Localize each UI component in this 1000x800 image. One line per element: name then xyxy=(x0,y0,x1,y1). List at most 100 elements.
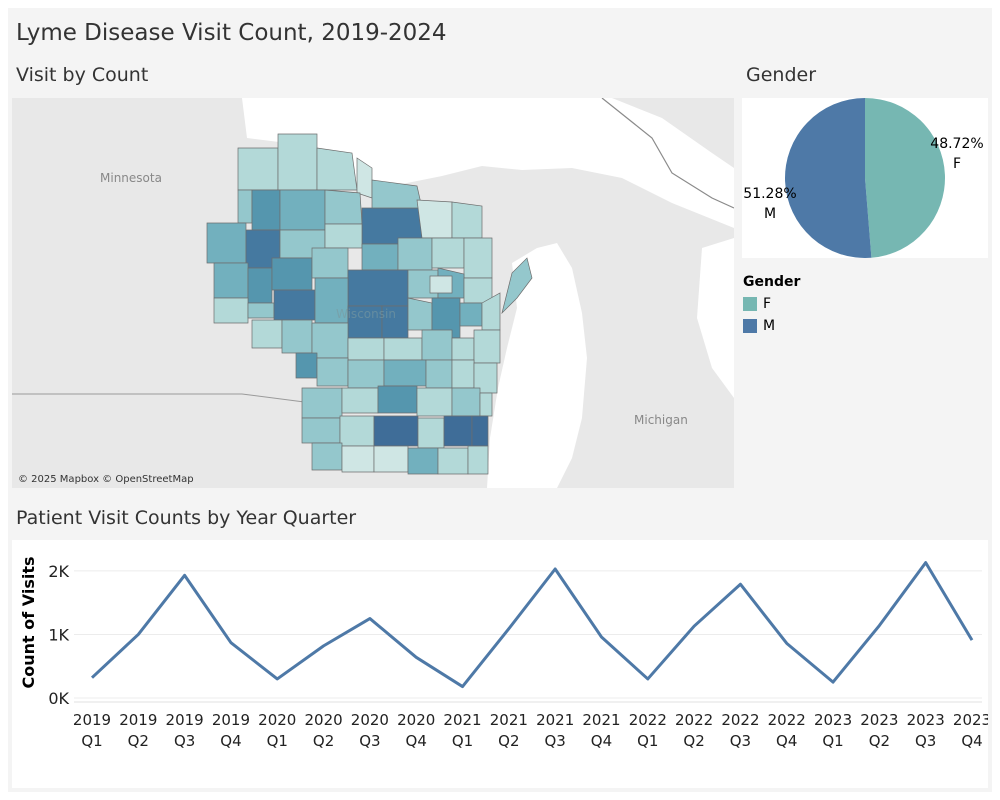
county-region[interactable] xyxy=(341,387,379,414)
county-map[interactable]: Minnesota Michigan Wisconsin © 2025 Mapb… xyxy=(12,97,735,488)
county-region[interactable] xyxy=(316,357,349,387)
county-region[interactable] xyxy=(237,189,253,224)
county-region[interactable] xyxy=(301,417,341,444)
pie-slice-f[interactable] xyxy=(865,98,946,258)
county-region[interactable] xyxy=(213,262,249,299)
county-region[interactable] xyxy=(373,415,419,447)
county-region[interactable] xyxy=(437,447,469,475)
county-region[interactable] xyxy=(339,415,375,447)
county-region[interactable] xyxy=(383,337,423,361)
county-region[interactable] xyxy=(279,189,326,231)
x-tick-label-quarter: Q3 xyxy=(174,732,195,750)
legend-item-f[interactable]: F xyxy=(743,293,800,315)
county-region[interactable] xyxy=(324,189,363,225)
county-region[interactable] xyxy=(271,257,313,291)
county-region[interactable] xyxy=(383,359,427,387)
county-region[interactable] xyxy=(311,322,349,359)
x-tick-label-year: 2022 xyxy=(629,711,667,729)
county-region[interactable] xyxy=(361,243,399,271)
county-region[interactable] xyxy=(301,387,343,419)
county-region[interactable] xyxy=(247,267,273,304)
visits-line-chart[interactable]: 0K 1K 2K Count of Visits 2019 Q1 2019 Q2 2019 Q3 2… xyxy=(12,540,991,788)
state-border-mn xyxy=(12,393,313,404)
county-region[interactable] xyxy=(473,329,501,364)
county-region[interactable] xyxy=(273,289,316,321)
county-region[interactable] xyxy=(416,199,453,239)
county-region[interactable] xyxy=(451,387,481,417)
pie-slice-m[interactable] xyxy=(785,98,872,258)
county-region[interactable] xyxy=(463,277,493,304)
county-region[interactable] xyxy=(425,359,453,389)
line-title: Patient Visit Counts by Year Quarter xyxy=(16,507,357,529)
map-panel[interactable]: Minnesota Michigan Wisconsin © 2025 Mapb… xyxy=(12,97,735,488)
county-region[interactable] xyxy=(347,359,385,389)
county-region[interactable] xyxy=(431,237,465,269)
county-region[interactable] xyxy=(451,337,475,361)
county-region[interactable] xyxy=(421,329,453,361)
county-region[interactable] xyxy=(311,247,349,279)
county-region[interactable] xyxy=(206,222,247,264)
pie-label-name-f: F xyxy=(953,156,961,172)
county-region[interactable] xyxy=(417,417,445,449)
x-tick-label-year: 2020 xyxy=(304,711,342,729)
gender-pie-chart[interactable]: 48.72% F 51.28% M xyxy=(742,98,988,258)
x-tick-label-quarter: Q1 xyxy=(822,732,843,750)
county-region[interactable] xyxy=(407,447,439,475)
county-region[interactable] xyxy=(247,302,275,319)
x-tick-label-year: 2022 xyxy=(721,711,759,729)
county-region[interactable] xyxy=(311,442,343,471)
x-tick-label-quarter: Q1 xyxy=(81,732,102,750)
visits-series-line[interactable] xyxy=(90,561,974,689)
county-region[interactable] xyxy=(451,359,475,389)
x-tick-label-year: 2020 xyxy=(258,711,296,729)
legend-swatch-f xyxy=(743,297,757,311)
county-region[interactable] xyxy=(471,415,489,447)
county-region[interactable] xyxy=(347,337,385,361)
x-tick-label-quarter: Q4 xyxy=(961,732,982,750)
county-region[interactable] xyxy=(451,201,483,239)
county-region[interactable] xyxy=(377,385,418,414)
county-region[interactable] xyxy=(501,257,533,315)
line-panel: 0K 1K 2K Count of Visits 2019 Q1 2019 Q2 2019 Q3 2… xyxy=(12,540,991,788)
county-region[interactable] xyxy=(251,319,283,349)
x-tick-label-year: 2019 xyxy=(166,711,204,729)
dashboard: Lyme Disease Visit Count, 2019-2024 Visi… xyxy=(8,8,992,792)
x-tick-label-year: 2023 xyxy=(814,711,852,729)
county-region[interactable] xyxy=(324,223,363,249)
x-tick-label-year: 2021 xyxy=(582,711,620,729)
x-tick-label-year: 2019 xyxy=(212,711,250,729)
county-region[interactable] xyxy=(251,189,281,231)
x-tick-label-quarter: Q2 xyxy=(869,732,890,750)
county-region[interactable] xyxy=(237,147,279,191)
x-tick-label-year: 2021 xyxy=(443,711,481,729)
county-region[interactable] xyxy=(416,387,453,417)
county-region[interactable] xyxy=(479,392,493,417)
county-region[interactable] xyxy=(467,445,489,475)
county-region[interactable] xyxy=(459,302,483,327)
x-tick-label-quarter: Q3 xyxy=(730,732,751,750)
county-region[interactable] xyxy=(281,319,313,354)
pie-title: Gender xyxy=(746,64,817,86)
legend-item-m[interactable]: M xyxy=(743,315,800,337)
county-region[interactable] xyxy=(341,445,375,473)
county-region[interactable] xyxy=(373,445,409,473)
county-region[interactable] xyxy=(443,415,473,447)
county-region[interactable] xyxy=(213,297,249,324)
x-tick-label-quarter: Q3 xyxy=(915,732,936,750)
state-border-ca xyxy=(601,97,735,209)
gender-legend: Gender F M xyxy=(743,274,800,337)
county-region[interactable] xyxy=(347,269,409,307)
county-region[interactable] xyxy=(295,352,318,379)
county-region[interactable] xyxy=(429,275,453,294)
county-region[interactable] xyxy=(277,133,318,191)
x-tick-label-year: 2022 xyxy=(675,711,713,729)
county-region[interactable] xyxy=(463,237,493,279)
legend-swatch-m xyxy=(743,319,757,333)
county-region[interactable] xyxy=(407,297,433,331)
county-region[interactable] xyxy=(397,237,433,271)
county-region[interactable] xyxy=(316,147,358,191)
x-tick-label-quarter: Q2 xyxy=(313,732,334,750)
x-tick-label-year: 2020 xyxy=(351,711,389,729)
x-tick-label-year: 2023 xyxy=(953,711,988,729)
county-region[interactable] xyxy=(473,362,498,394)
